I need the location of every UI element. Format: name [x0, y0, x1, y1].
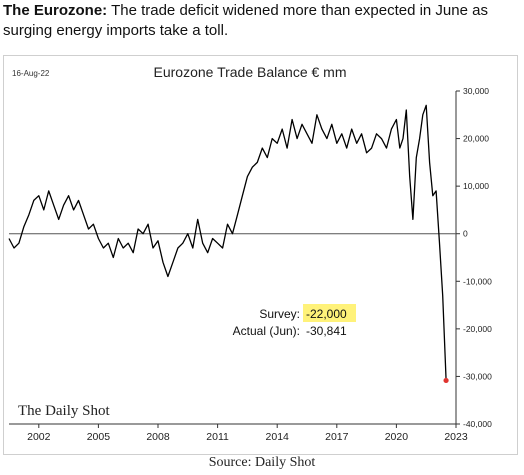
headline-text: The trade deficit widened more than expe…	[3, 2, 488, 39]
y-tick-label: -40,000	[463, 419, 492, 429]
brand-logo: The Daily Shot	[18, 403, 110, 419]
x-tick-label: 2005	[87, 431, 111, 443]
y-tick-label: 20,000	[463, 134, 489, 144]
x-tick-label: 2014	[266, 431, 290, 443]
survey-highlight	[303, 304, 356, 322]
source-note: Source: Daily Shot	[208, 455, 316, 470]
y-tick-label: 10,000	[463, 181, 489, 191]
chart-plot	[8, 104, 449, 384]
y-tick-label: -10,000	[463, 276, 492, 286]
actual-value: -30,841	[306, 324, 347, 338]
chart-axes: 30,000 20,000 10,000 0 -10,000 -20,000 -30,000…	[9, 86, 492, 443]
trade-balance-chart: 16-Aug-22 Eurozone Trade Balance € mm 30…	[8, 64, 492, 443]
y-tick-label: -30,000	[463, 371, 492, 381]
headline-bold: The Eurozone:	[3, 2, 108, 19]
y-tick-label: 0	[463, 229, 468, 239]
chart-title: Eurozone Trade Balance € mm	[154, 64, 347, 80]
x-tick-label: 2008	[146, 431, 170, 443]
x-tick-label: 2002	[27, 431, 51, 443]
x-tick-label: 2017	[325, 431, 349, 443]
x-tick-label: 2023	[444, 431, 468, 443]
chart-panel: 16-Aug-22 Eurozone Trade Balance € mm 30…	[3, 55, 518, 455]
date-stamp: 16-Aug-22	[12, 69, 50, 78]
x-tick-label: 2011	[206, 431, 229, 443]
actual-label: Actual (Jun):	[233, 324, 300, 338]
series-line	[8, 104, 447, 381]
y-tick-label: 30,000	[463, 86, 489, 96]
x-tick-label: 2020	[385, 431, 409, 443]
y-tick-label: -20,000	[463, 324, 492, 334]
survey-label: Survey:	[259, 307, 300, 321]
last-data-point	[443, 377, 449, 384]
survey-value: -22,000	[306, 307, 347, 321]
headline: The Eurozone: The trade deficit widened …	[3, 1, 518, 41]
